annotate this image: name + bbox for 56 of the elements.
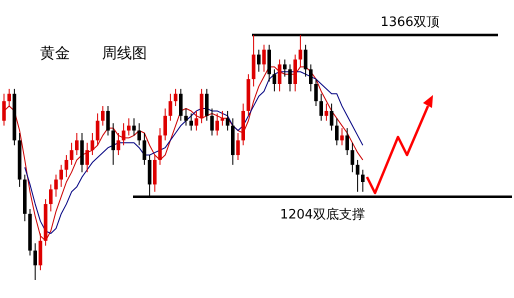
candlestick (168, 93, 172, 122)
candlestick (361, 169, 365, 192)
candlestick (70, 142, 74, 166)
candlestick (345, 128, 349, 156)
candlestick (64, 154, 68, 178)
candlestick (262, 44, 266, 72)
ref-line-label: 1204双底支撑 (280, 208, 366, 223)
candlestick (220, 110, 224, 126)
candlestick (356, 159, 360, 192)
candlestick (137, 122, 141, 146)
candlestick (226, 110, 230, 132)
candlestick (7, 88, 11, 107)
candlestick (132, 118, 136, 136)
candlestick (205, 88, 209, 122)
candlestick (54, 174, 58, 198)
candlestick (127, 118, 131, 136)
candlestick (163, 108, 167, 141)
candlestick (122, 122, 126, 146)
candlestick (184, 108, 188, 126)
candlestick (106, 106, 110, 136)
candlestick (304, 44, 308, 78)
ref-line-label: 1366双顶 (380, 15, 440, 30)
text: 黄金 (40, 44, 70, 62)
candlestick (319, 93, 323, 122)
candlestick (59, 164, 63, 188)
candlestick (215, 112, 219, 136)
candlestick (350, 142, 354, 173)
candlestick (49, 184, 53, 212)
candlestick (330, 103, 334, 132)
candlestick (90, 132, 94, 156)
candlestick (210, 108, 214, 136)
candlestick (116, 132, 120, 156)
candlestick (2, 93, 6, 126)
candlestick (85, 142, 89, 173)
candlestick (324, 103, 328, 122)
candlestick (174, 88, 178, 107)
candlestick (298, 34, 302, 68)
candlestick (111, 122, 115, 166)
candlestick (33, 242, 37, 280)
candlestick (278, 59, 282, 92)
candlestick (96, 112, 100, 146)
candlestick (309, 64, 313, 92)
candlestick (75, 132, 79, 156)
candlestick (288, 64, 292, 92)
candlestick (257, 49, 261, 72)
candlestick (101, 106, 105, 126)
candlestick (179, 88, 183, 122)
candlestick (142, 132, 146, 166)
candlestick (340, 128, 344, 146)
text: 周线图 (102, 44, 147, 62)
candlestick (272, 68, 276, 92)
candlestick (314, 78, 318, 107)
candlestick (283, 59, 287, 78)
candlestick (236, 132, 240, 160)
candlestick (194, 110, 198, 132)
candlestick (335, 118, 339, 146)
